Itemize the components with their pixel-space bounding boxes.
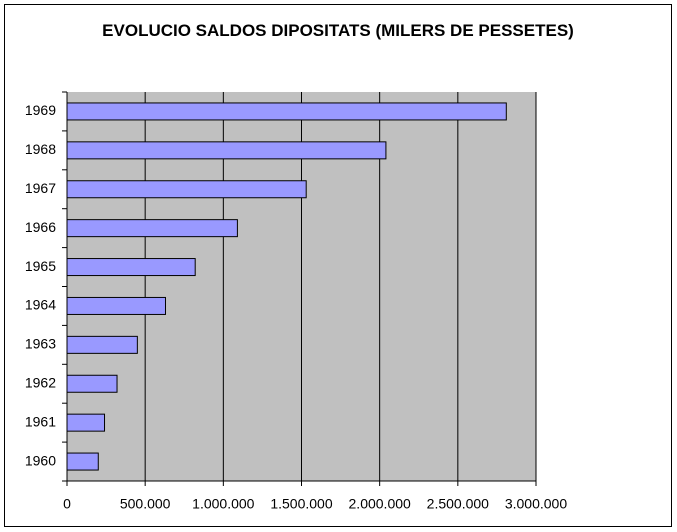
bar: [66, 374, 118, 393]
x-tick-label: 3.000.000: [505, 496, 567, 512]
y-tick-label: 1960: [25, 452, 56, 468]
bar: [66, 102, 507, 121]
bar: [66, 452, 99, 471]
y-tick-label: 1968: [25, 141, 56, 157]
y-tick-label: 1961: [25, 413, 56, 429]
x-tick-label: 1.000.000: [192, 496, 254, 512]
bar: [66, 413, 106, 432]
y-tick-label: 1965: [25, 258, 56, 274]
bar: [66, 296, 166, 315]
x-tick-label: 1.500.000: [270, 496, 332, 512]
y-tick-label: 1964: [25, 297, 56, 313]
bar: [66, 141, 387, 160]
bar: [66, 219, 238, 238]
y-tick-label: 1963: [25, 336, 56, 352]
y-tick-label: 1969: [25, 102, 56, 118]
y-tick-label: 1962: [25, 374, 56, 390]
x-tick-label: 2.000.000: [349, 496, 411, 512]
y-tick-label: 1967: [25, 180, 56, 196]
bar: [66, 180, 307, 199]
bar: [66, 258, 196, 277]
chart-title: EVOLUCIO SALDOS DIPOSITATS (MILERS DE PE…: [102, 21, 574, 40]
x-tick-label: 500.000: [120, 496, 171, 512]
title-box: EVOLUCIO SALDOS DIPOSITATS (MILERS DE PE…: [102, 21, 574, 40]
y-tick-label: 1966: [25, 219, 56, 235]
x-tick-label: 2.500.000: [427, 496, 489, 512]
bar: [66, 335, 138, 354]
x-tick-label: 0: [63, 496, 71, 512]
